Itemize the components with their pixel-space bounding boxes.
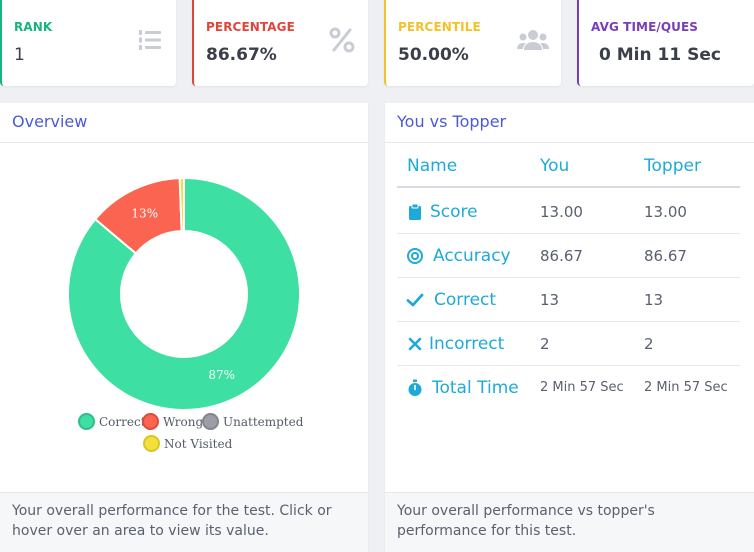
- compare-title: You vs Topper: [397, 112, 507, 131]
- donut-label-wrong: 13%: [131, 207, 158, 221]
- table-row: Total Time 2 Min 57 Sec 2 Min 57 Sec: [397, 366, 740, 410]
- list-ordered-icon: [139, 30, 161, 50]
- row-score-name: Score: [430, 202, 478, 222]
- rank-value: 1: [14, 45, 25, 65]
- overview-title: Overview: [12, 112, 88, 131]
- avg-time-card: AVG TIME/QUES 0 Min 11 Sec: [577, 0, 754, 86]
- row-incorrect-name: Incorrect: [429, 334, 505, 354]
- percent-icon: [329, 27, 355, 53]
- row-incorrect-you: 2: [540, 335, 550, 353]
- header-topper: Topper: [644, 156, 701, 176]
- donut-slice-correct[interactable]: [67, 176, 301, 411]
- legend-unattempted-label[interactable]: Unattempted: [223, 415, 304, 429]
- cross-icon: [408, 337, 422, 351]
- row-correct-topper: 13: [644, 291, 664, 309]
- header-name: Name: [407, 156, 458, 176]
- row-accuracy-name: Accuracy: [433, 246, 511, 266]
- legend-correct-swatch[interactable]: [78, 413, 95, 430]
- header-you: You: [540, 156, 570, 176]
- table-row: Incorrect 2 2: [397, 322, 740, 366]
- compare-panel: You vs Topper Name You Topper Score 13.0…: [385, 103, 754, 552]
- overview-divider: [0, 142, 368, 143]
- percentage-label: PERCENTAGE: [206, 20, 295, 34]
- target-icon: [407, 248, 423, 264]
- stopwatch-icon: [408, 379, 422, 396]
- percentile-card: PERCENTILE 50.00%: [384, 0, 561, 86]
- clipboard-icon: [409, 203, 421, 220]
- compare-header-row: Name You Topper: [397, 144, 740, 188]
- avg-time-value: 0 Min 11 Sec: [599, 45, 721, 65]
- row-total-time-you: 2 Min 57 Sec: [540, 380, 624, 395]
- row-accuracy-topper: 86.67: [644, 247, 687, 265]
- row-total-time-topper: 2 Min 57 Sec: [644, 380, 728, 395]
- users-icon: [517, 30, 549, 50]
- row-accuracy-you: 86.67: [540, 247, 583, 265]
- compare-footer: Your overall performance vs topper's per…: [385, 492, 754, 552]
- percentile-label: PERCENTILE: [398, 20, 481, 34]
- rank-card: RANK 1: [0, 0, 176, 86]
- row-correct-you: 13: [540, 291, 560, 309]
- row-total-time-name: Total Time: [432, 378, 519, 398]
- compare-table: Name You Topper Score 13.00 13.00 Accura…: [397, 144, 740, 408]
- percentage-value: 86.67%: [206, 45, 277, 65]
- legend-wrong-label[interactable]: Wrong: [163, 415, 204, 429]
- compare-divider: [385, 142, 754, 143]
- legend-wrong-swatch[interactable]: [142, 413, 159, 430]
- legend-unattempted-swatch[interactable]: [202, 413, 219, 430]
- donut-slice-not-visited[interactable]: [178, 176, 185, 233]
- row-score-you: 13.00: [540, 203, 583, 221]
- percentile-value: 50.00%: [398, 45, 469, 65]
- percentage-card: PERCENTAGE 86.67%: [192, 0, 368, 86]
- table-row: Score 13.00 13.00: [397, 190, 740, 234]
- avg-time-label: AVG TIME/QUES: [591, 20, 699, 34]
- row-correct-name: Correct: [434, 290, 497, 310]
- legend-not-visited-swatch[interactable]: [143, 435, 160, 452]
- legend-not-visited-label[interactable]: Not Visited: [164, 437, 233, 451]
- check-icon: [406, 293, 424, 307]
- overview-donut-chart[interactable]: 87% 13%: [0, 163, 368, 423]
- overview-footer: Your overall performance for the test. C…: [0, 492, 368, 552]
- rank-label: RANK: [14, 20, 53, 34]
- legend-correct-label[interactable]: Correct: [99, 415, 146, 429]
- donut-label-correct: 87%: [208, 368, 235, 382]
- table-row: Correct 13 13: [397, 278, 740, 322]
- overview-panel: Overview 87% 13% Correct Wrong Unattempte…: [0, 103, 368, 552]
- table-row: Accuracy 86.67 86.67: [397, 234, 740, 278]
- row-incorrect-topper: 2: [644, 335, 654, 353]
- row-score-topper: 13.00: [644, 203, 687, 221]
